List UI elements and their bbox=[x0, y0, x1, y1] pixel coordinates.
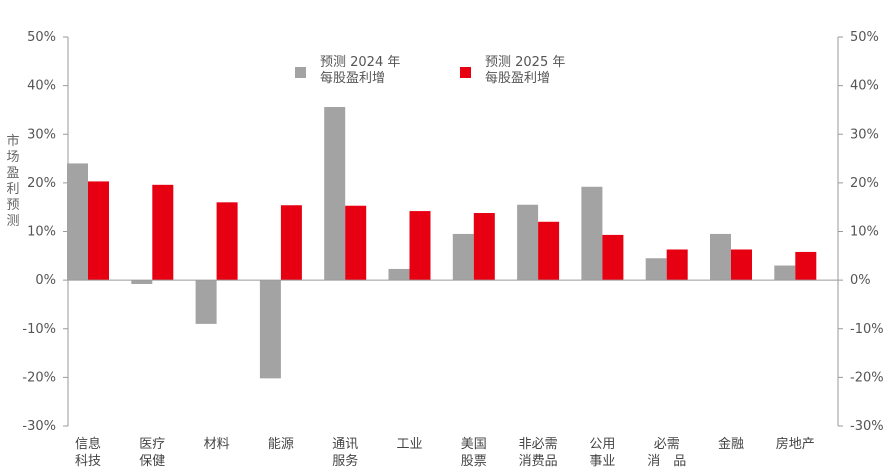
bar-2025-3 bbox=[280, 205, 302, 281]
category-label: 必需 bbox=[654, 437, 680, 452]
category-label: 非必需 bbox=[519, 437, 558, 452]
y-tick-label-left: 50% bbox=[27, 30, 56, 45]
bar-2025-11 bbox=[795, 251, 817, 281]
bar-2025-10 bbox=[731, 249, 752, 281]
bar-2024-2 bbox=[195, 280, 217, 324]
y-axis-label-char: 利 bbox=[6, 182, 19, 197]
y-axis-label-char: 场 bbox=[6, 150, 19, 165]
bar-2024-8 bbox=[581, 186, 603, 281]
bars bbox=[67, 107, 817, 379]
y-tick-label-left: 30% bbox=[27, 127, 56, 142]
y-tick-label-left: 40% bbox=[27, 79, 56, 94]
bar-2024-9 bbox=[645, 258, 667, 281]
bar-2025-2 bbox=[216, 202, 238, 281]
y-tick-label-right: -30% bbox=[850, 419, 884, 434]
category-label: 能源 bbox=[268, 437, 294, 452]
legend-label-0: 预测 2024 年 bbox=[320, 55, 400, 70]
y-tick-label-right: -20% bbox=[850, 370, 884, 385]
category-label: 股票 bbox=[461, 454, 487, 469]
y-tick-label-right: 20% bbox=[850, 176, 879, 191]
category-label: 通讯 bbox=[332, 437, 358, 452]
y-tick-label-right: -10% bbox=[850, 322, 884, 337]
bar-2025-6 bbox=[473, 213, 495, 281]
category-label: 工业 bbox=[396, 437, 422, 452]
y-axis-label-char: 盈 bbox=[6, 166, 19, 181]
category-label: 保健 bbox=[139, 454, 165, 469]
y-tick-label-right: 0% bbox=[850, 273, 871, 288]
legend-label-0: 每股盈利增 bbox=[320, 70, 385, 86]
y-axis-left: -30% -20% -10% 0% 10% 20% 30% 40% 50% bbox=[22, 30, 69, 434]
y-tick-label-left: -20% bbox=[22, 370, 56, 385]
bar-2025-8 bbox=[602, 234, 624, 281]
category-label: 金融 bbox=[718, 436, 744, 452]
category-label: 信息 bbox=[75, 436, 101, 452]
y-tick-label-right: 40% bbox=[850, 79, 879, 94]
y-axis-label-char: 预 bbox=[6, 198, 19, 213]
y-tick-label-left: 20% bbox=[27, 176, 56, 191]
category-label: 医疗 bbox=[139, 437, 165, 452]
category-label: 消费品 bbox=[519, 454, 558, 469]
bar-2025-5 bbox=[409, 211, 431, 281]
y-tick-label-left: 0% bbox=[35, 273, 56, 288]
bar-2024-0 bbox=[67, 163, 88, 281]
bar-2024-6 bbox=[452, 233, 474, 281]
bar-2025-9 bbox=[666, 249, 688, 281]
bar-2025-7 bbox=[538, 221, 560, 281]
category-label: 材料 bbox=[204, 437, 230, 452]
category-label: 事业 bbox=[589, 454, 615, 469]
category-label: 消 品 bbox=[647, 454, 686, 469]
legend-swatch-0 bbox=[295, 67, 306, 78]
y-tick-label-right: 10% bbox=[850, 225, 879, 240]
y-axis-right: -30% -20% -10% 0% 10% 20% 30% 40% 50% bbox=[837, 30, 884, 434]
bar-2024-1 bbox=[131, 280, 153, 285]
y-tick-label-left: 10% bbox=[27, 225, 56, 240]
y-axis-label-char: 测 bbox=[6, 214, 19, 229]
y-tick-label-right: 30% bbox=[850, 127, 879, 142]
bar-2024-10 bbox=[710, 233, 731, 281]
bar-2024-5 bbox=[388, 268, 410, 281]
category-label: 服务 bbox=[332, 453, 358, 469]
y-axis-label-char: 市 bbox=[6, 133, 19, 149]
bar-2025-1 bbox=[152, 184, 174, 281]
bar-2024-3 bbox=[259, 280, 281, 379]
legend-label-1: 预测 2025 年 bbox=[485, 55, 565, 70]
bar-2024-7 bbox=[517, 204, 539, 281]
category-label: 房地产 bbox=[776, 436, 815, 452]
legend-swatch-1 bbox=[460, 67, 471, 78]
y-tick-label-right: 50% bbox=[850, 30, 879, 45]
category-label: 公用 bbox=[589, 437, 615, 452]
bar-2024-11 bbox=[774, 265, 796, 281]
bar-2024-4 bbox=[324, 107, 346, 281]
category-label: 美国 bbox=[461, 437, 487, 452]
y-tick-label-left: -10% bbox=[22, 322, 56, 337]
y-tick-label-left: -30% bbox=[22, 419, 56, 434]
bar-2025-0 bbox=[88, 181, 109, 281]
bar-2025-4 bbox=[345, 205, 367, 281]
category-label: 科技 bbox=[75, 454, 101, 469]
legend-label-1: 每股盈利增 bbox=[485, 70, 550, 86]
